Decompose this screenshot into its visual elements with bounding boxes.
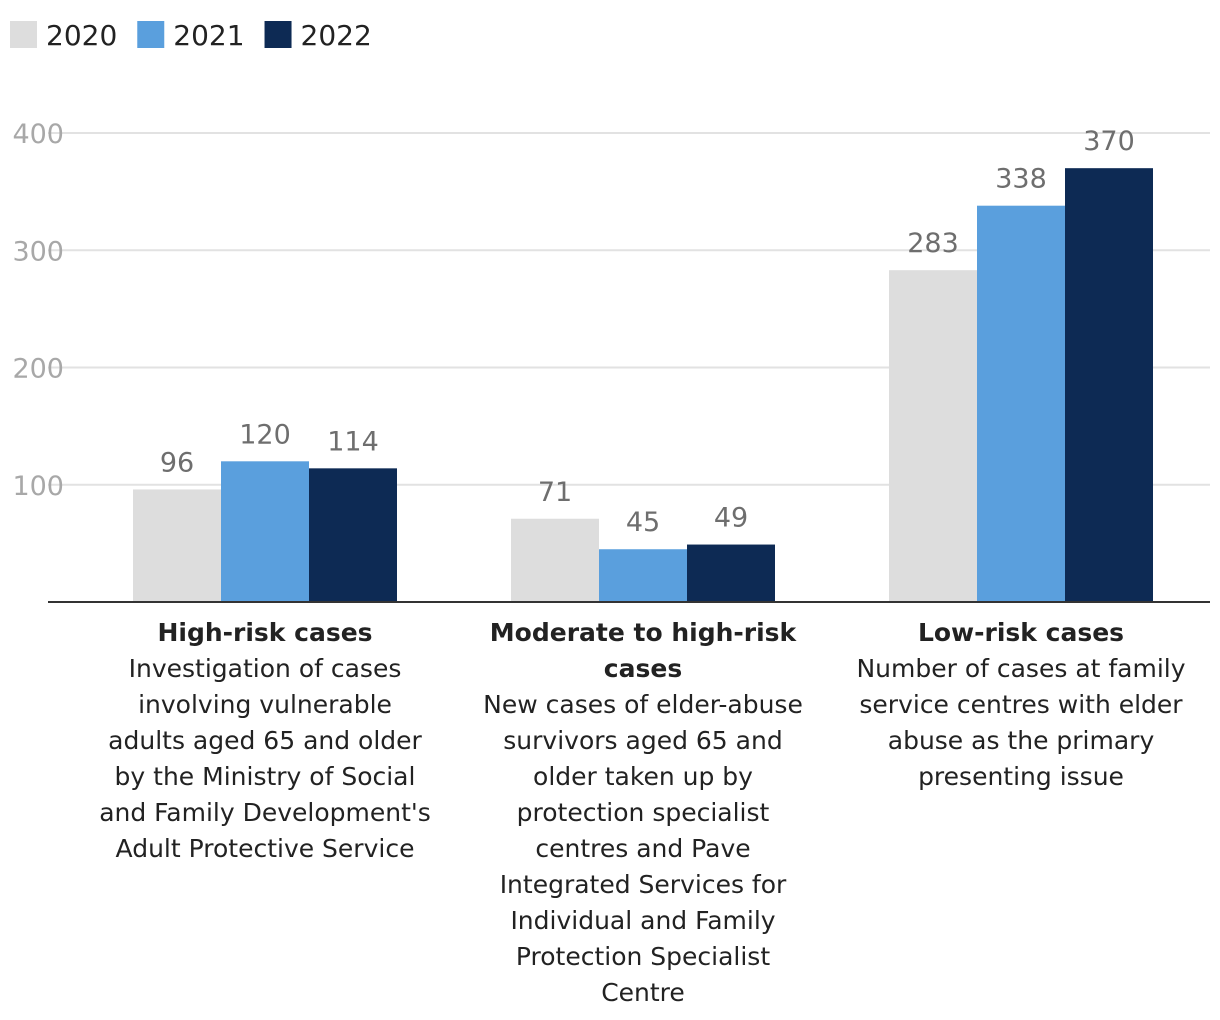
- legend: 2020 2021 2022: [10, 19, 372, 52]
- value-label-2022-cat2: 49: [714, 503, 748, 534]
- bars: [133, 168, 1153, 603]
- category-desc-1-line-4: by the Ministry of Social: [115, 762, 416, 791]
- category-desc-2-line-7: Individual and Family: [510, 906, 775, 935]
- bar-2022-cat1: [309, 468, 397, 602]
- category-desc-2-line-9: Centre: [601, 978, 685, 1007]
- value-labels: 96 120 114 71 45 49 283 338 370: [160, 126, 1135, 538]
- category-desc-2-line-3: older taken up by: [533, 762, 753, 791]
- category-desc-2-line-5: centres and Pave: [535, 834, 750, 863]
- value-label-2021-cat3: 338: [995, 164, 1047, 195]
- category-title-1-line-1: High-risk cases: [157, 618, 372, 647]
- category-desc-2-line-4: protection specialist: [517, 798, 770, 827]
- legend-label-2021: 2021: [173, 19, 244, 52]
- bar-2021-cat1: [221, 461, 309, 602]
- bar-2020-cat1: [133, 489, 221, 602]
- y-axis-ticks: 100 200 300 400: [12, 119, 64, 502]
- category-desc-2-line-2: survivors aged 65 and: [503, 726, 782, 755]
- category-desc-2-line-8: Protection Specialist: [516, 942, 770, 971]
- bar-2020-cat2: [511, 518, 599, 602]
- bar-2022-cat2: [687, 544, 775, 602]
- value-label-2022-cat1: 114: [327, 426, 379, 457]
- y-tick-label-300: 300: [12, 236, 64, 267]
- legend-swatch-2022: [264, 21, 292, 48]
- category-title-3-line-1: Low-risk cases: [918, 618, 1124, 647]
- category-desc-2-line-6: Integrated Services for: [500, 870, 787, 899]
- legend-swatch-2020: [10, 21, 37, 48]
- value-label-2020-cat2: 71: [538, 477, 572, 508]
- value-label-2021-cat2: 45: [626, 507, 660, 538]
- bar-2021-cat2: [599, 549, 687, 602]
- category-desc-2-line-1: New cases of elder-abuse: [483, 690, 803, 719]
- category-desc-1-line-2: involving vulnerable: [138, 690, 392, 719]
- bar-2021-cat3: [977, 205, 1065, 602]
- category-labels: High-risk cases Investigation of cases inv…: [99, 618, 1186, 1007]
- value-label-2020-cat1: 96: [160, 447, 194, 478]
- y-tick-label-200: 200: [12, 354, 64, 385]
- bar-2020-cat3: [889, 270, 977, 602]
- value-label-2021-cat1: 120: [239, 419, 291, 450]
- legend-label-2020: 2020: [46, 19, 117, 52]
- value-label-2020-cat3: 283: [907, 228, 959, 259]
- legend-swatch-2021: [137, 21, 165, 48]
- category-desc-3-line-3: abuse as the primary: [888, 726, 1155, 755]
- category-desc-1-line-6: Adult Protective Service: [116, 834, 415, 863]
- bar-2022-cat3: [1065, 168, 1153, 603]
- legend-label-2022: 2022: [301, 19, 372, 52]
- y-tick-label-400: 400: [12, 119, 64, 150]
- category-desc-1-line-1: Investigation of cases: [129, 654, 402, 683]
- value-label-2022-cat3: 370: [1083, 126, 1135, 157]
- category-desc-1-line-3: adults aged 65 and older: [108, 726, 422, 755]
- category-desc-3-line-4: presenting issue: [918, 762, 1124, 791]
- y-tick-label-100: 100: [12, 471, 64, 502]
- category-title-2-line-1: Moderate to high-risk: [490, 618, 798, 647]
- category-desc-1-line-5: and Family Development's: [99, 798, 431, 827]
- category-desc-3-line-1: Number of cases at family: [856, 654, 1185, 683]
- category-desc-3-line-2: service centres with elder: [859, 690, 1183, 719]
- category-title-2-line-2: cases: [604, 654, 682, 683]
